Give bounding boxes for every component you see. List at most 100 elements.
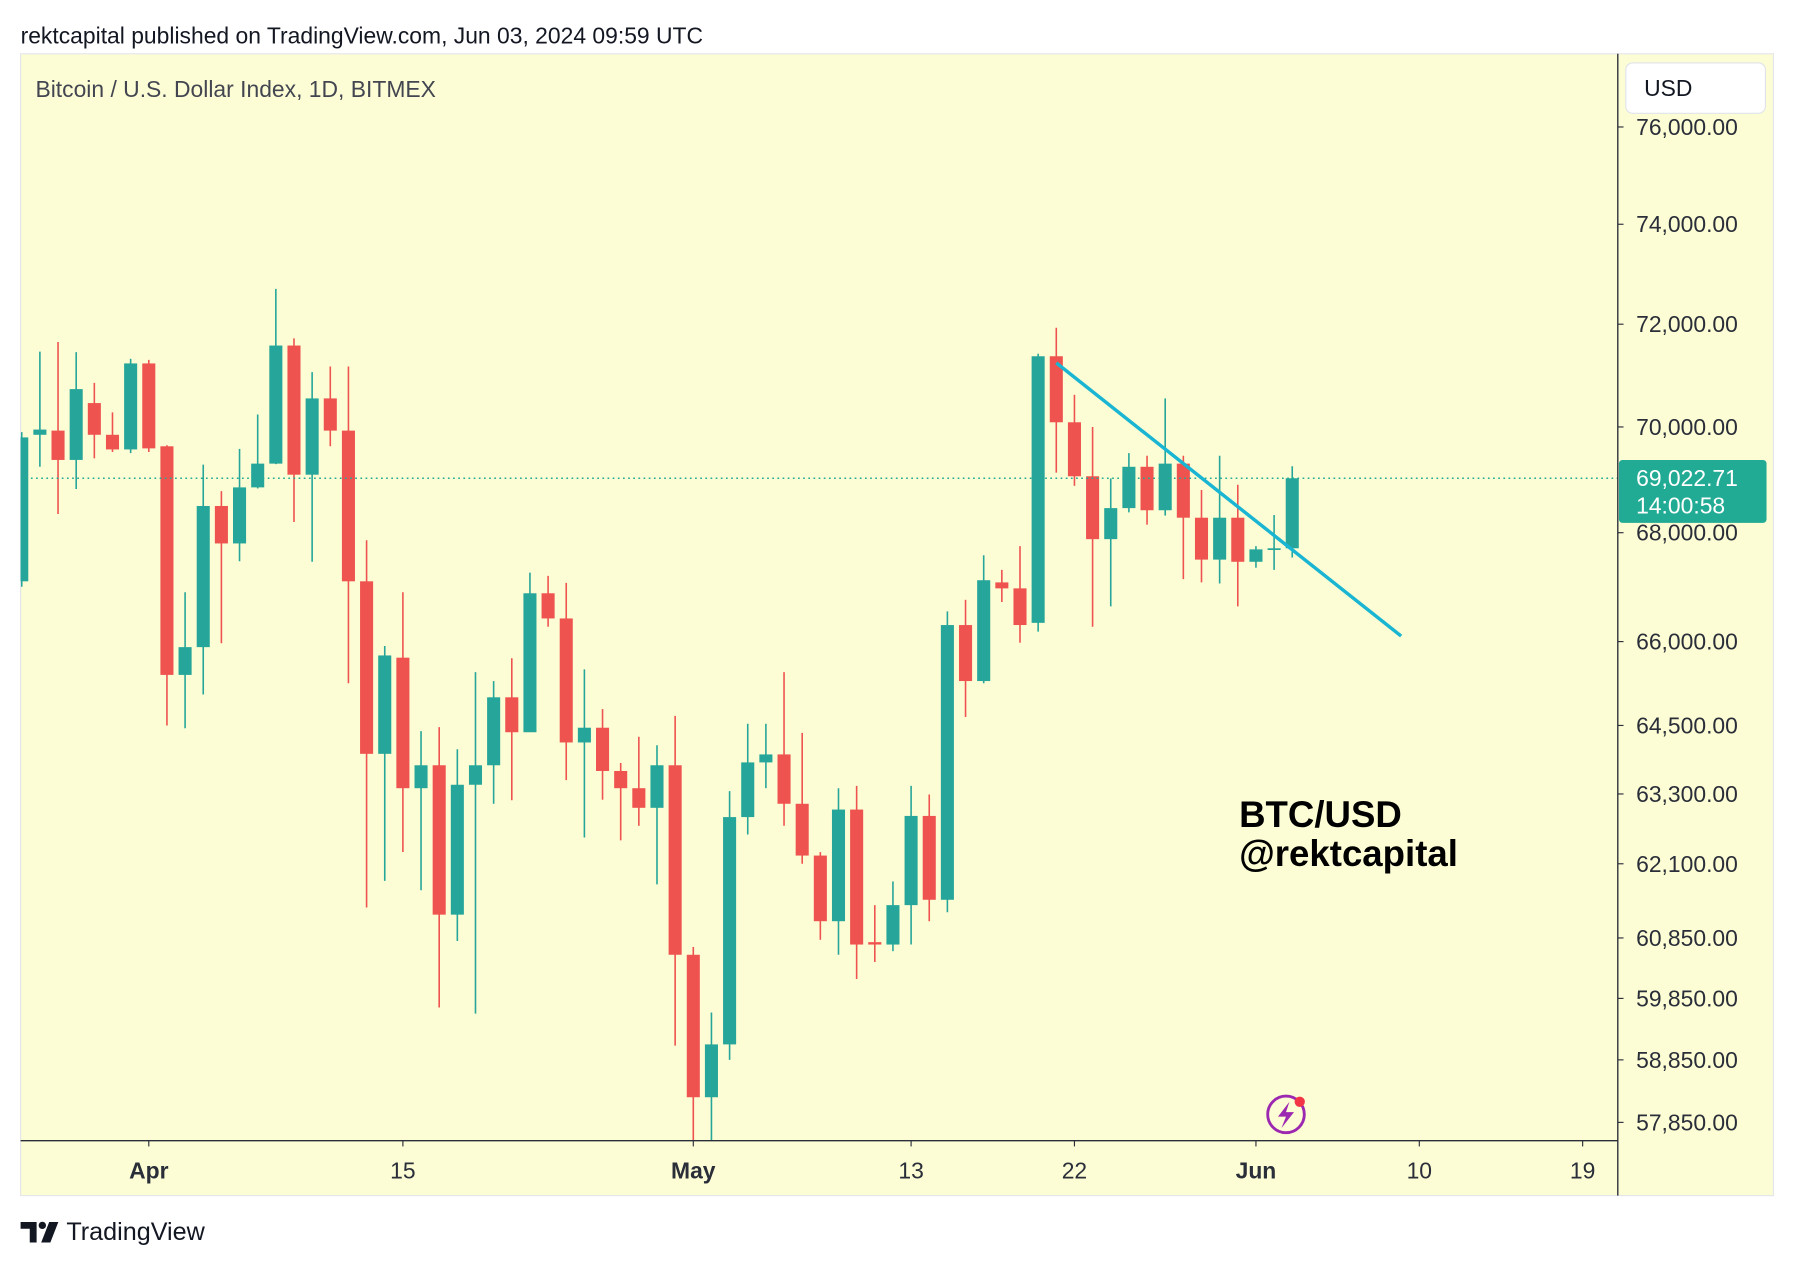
candle-body	[777, 754, 791, 804]
candle-body	[1249, 549, 1263, 562]
y-tick-label: 58,850.00	[1636, 1047, 1738, 1073]
candle-body	[1104, 508, 1118, 540]
trendline	[1055, 361, 1403, 638]
candle-body	[305, 398, 319, 475]
candle-body	[795, 803, 809, 856]
countdown-label: 14:00:58	[1636, 493, 1725, 519]
candle-body	[160, 446, 174, 675]
candle-body	[1194, 517, 1209, 560]
candle-body	[940, 625, 954, 900]
publish-info: rektcapital published on TradingView.com…	[21, 22, 703, 48]
candle-body	[432, 765, 446, 915]
x-tick-label: 10	[1407, 1157, 1432, 1183]
candle-body	[723, 817, 737, 1045]
candle-body	[959, 625, 973, 682]
candle-body	[1267, 548, 1281, 551]
x-tick-label: 22	[1062, 1157, 1087, 1183]
y-tick-label: 70,000.00	[1636, 414, 1738, 440]
candle-body	[868, 942, 882, 945]
candle-body	[922, 815, 936, 900]
candle-body	[378, 655, 392, 754]
plot-area	[20, 288, 1618, 1141]
candle-body	[360, 581, 374, 754]
candle-body	[1231, 517, 1245, 562]
brand: TradingView	[66, 1218, 205, 1246]
candle-body	[977, 580, 991, 682]
y-tick-label: 62,100.00	[1636, 851, 1738, 877]
candle-body	[468, 765, 483, 785]
candle-body	[105, 434, 120, 450]
candle-body	[741, 762, 755, 818]
candle-body	[414, 765, 428, 789]
candle-body	[523, 593, 537, 733]
candle-body	[233, 487, 247, 544]
candle-body	[487, 697, 501, 766]
candle-body	[704, 1044, 718, 1098]
y-tick-label: 57,850.00	[1636, 1109, 1738, 1135]
candle-body	[1122, 466, 1136, 509]
candle-body	[450, 784, 464, 915]
candle-body	[904, 815, 918, 906]
y-tick-label: 68,000.00	[1636, 520, 1738, 546]
y-tick-label: 72,000.00	[1636, 311, 1738, 337]
candle-body	[505, 697, 519, 733]
y-tick-label: 60,850.00	[1636, 925, 1738, 951]
y-tick-label: 66,000.00	[1636, 629, 1738, 655]
currency-button[interactable]	[1625, 62, 1766, 114]
candle-body	[142, 363, 156, 449]
candle-body	[341, 430, 355, 582]
candle-body	[1013, 588, 1027, 626]
candle-body	[596, 727, 610, 771]
candle-body	[269, 345, 283, 464]
candle-body	[650, 765, 664, 808]
y-tick-label: 59,850.00	[1636, 985, 1738, 1011]
last-price-label: 69,022.71	[1636, 465, 1738, 491]
x-tick-label: 19	[1570, 1157, 1595, 1183]
x-tick-label: May	[671, 1157, 716, 1183]
candle-body	[69, 389, 83, 460]
x-tick-label: Jun	[1236, 1157, 1277, 1183]
candle-body	[813, 855, 827, 922]
candle-body	[831, 809, 846, 922]
candle-body	[632, 788, 646, 808]
x-tick-label: Apr	[129, 1157, 168, 1183]
alert-icon[interactable]	[1266, 1094, 1306, 1135]
x-tick-label: 13	[898, 1157, 923, 1183]
candle-body	[850, 809, 864, 945]
y-tick-label: 74,000.00	[1636, 211, 1738, 237]
candle-body	[396, 657, 410, 789]
candle-body	[196, 505, 210, 648]
candle-body	[1285, 478, 1299, 549]
candle-body	[20, 437, 29, 582]
y-tick-label: 64,500.00	[1636, 712, 1738, 738]
candle-body	[1086, 476, 1100, 540]
candle-body	[886, 905, 900, 945]
candle-body	[1158, 463, 1172, 511]
annotation: @rektcapital	[1239, 833, 1458, 874]
candle-body	[577, 727, 591, 743]
chart-panel	[20, 53, 1774, 1197]
candle-body	[1067, 422, 1081, 477]
candle-body	[33, 429, 47, 435]
currency-label[interactable]: USD	[1644, 75, 1692, 101]
y-tick-label: 63,300.00	[1636, 781, 1738, 807]
y-tick-label: 76,000.00	[1636, 114, 1738, 140]
candle-body	[559, 618, 573, 743]
x-tick-label: 15	[390, 1157, 415, 1183]
candle-body	[1031, 356, 1045, 623]
candle-body	[686, 954, 700, 1098]
candle-body	[124, 363, 138, 450]
candle-body	[251, 463, 265, 488]
candle-body	[1176, 463, 1190, 518]
candle-body	[1140, 466, 1154, 511]
candle-body	[323, 398, 337, 431]
candle-body	[668, 765, 682, 955]
candle-body	[541, 593, 555, 619]
candle-body	[759, 754, 773, 763]
tradingview-logo	[20, 1221, 59, 1243]
annotation: BTC/USD	[1239, 794, 1402, 835]
last-price-tag	[1618, 459, 1767, 523]
candle-body	[614, 770, 628, 789]
